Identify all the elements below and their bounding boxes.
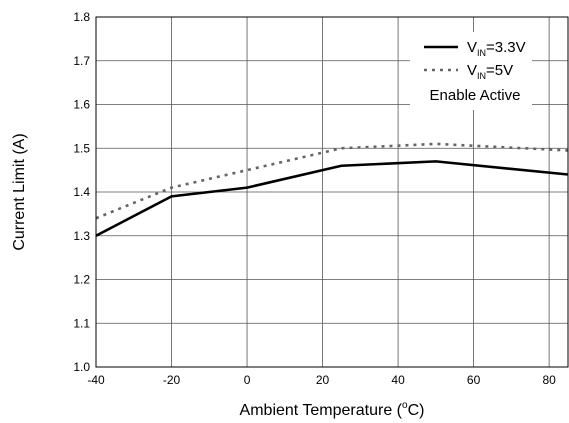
y-tick-label: 1.2: [73, 273, 90, 287]
x-tick-label: 80: [542, 373, 556, 387]
y-tick-label: 1.8: [73, 10, 90, 24]
y-tick-label: 1.6: [73, 98, 90, 112]
legend: VIN=3.3V VIN=5V Enable Active: [410, 32, 532, 110]
x-tick-label: 40: [391, 373, 405, 387]
legend-box: [410, 32, 532, 110]
plot-frame: [95, 16, 569, 368]
y-tick-label: 1.5: [73, 141, 90, 155]
x-tick-label: -20: [163, 373, 181, 387]
x-tick-label: 0: [244, 373, 251, 387]
x-tick-label: 20: [316, 373, 330, 387]
y-tick-label: 1.0: [73, 360, 90, 374]
y-tick-label: 1.4: [73, 185, 90, 199]
degree-sup: o: [402, 400, 408, 411]
series-line-vin-3v3: [95, 160, 569, 237]
y-tick-label: 1.3: [73, 229, 90, 243]
x-tick-labels: -40 -20 0 20 40 60 80: [87, 373, 556, 387]
x-tick-label: -40: [87, 373, 105, 387]
series-group: [95, 142, 569, 237]
x-axis-title: Ambient Temperature (oC): [240, 400, 425, 419]
legend-note: Enable Active: [430, 87, 521, 104]
y-tick-labels: 1.0 1.1 1.2 1.3 1.4 1.5 1.6 1.7 1.8: [73, 10, 90, 374]
y-tick-label: 1.7: [73, 54, 90, 68]
y-axis-title: Current Limit (A): [11, 133, 28, 250]
legend-label-vin-5v: VIN=5V: [467, 62, 513, 81]
legend-label-vin-3v3: VIN=3.3V: [467, 39, 526, 58]
y-tick-label: 1.1: [73, 316, 90, 330]
x-tick-label: 60: [467, 373, 481, 387]
